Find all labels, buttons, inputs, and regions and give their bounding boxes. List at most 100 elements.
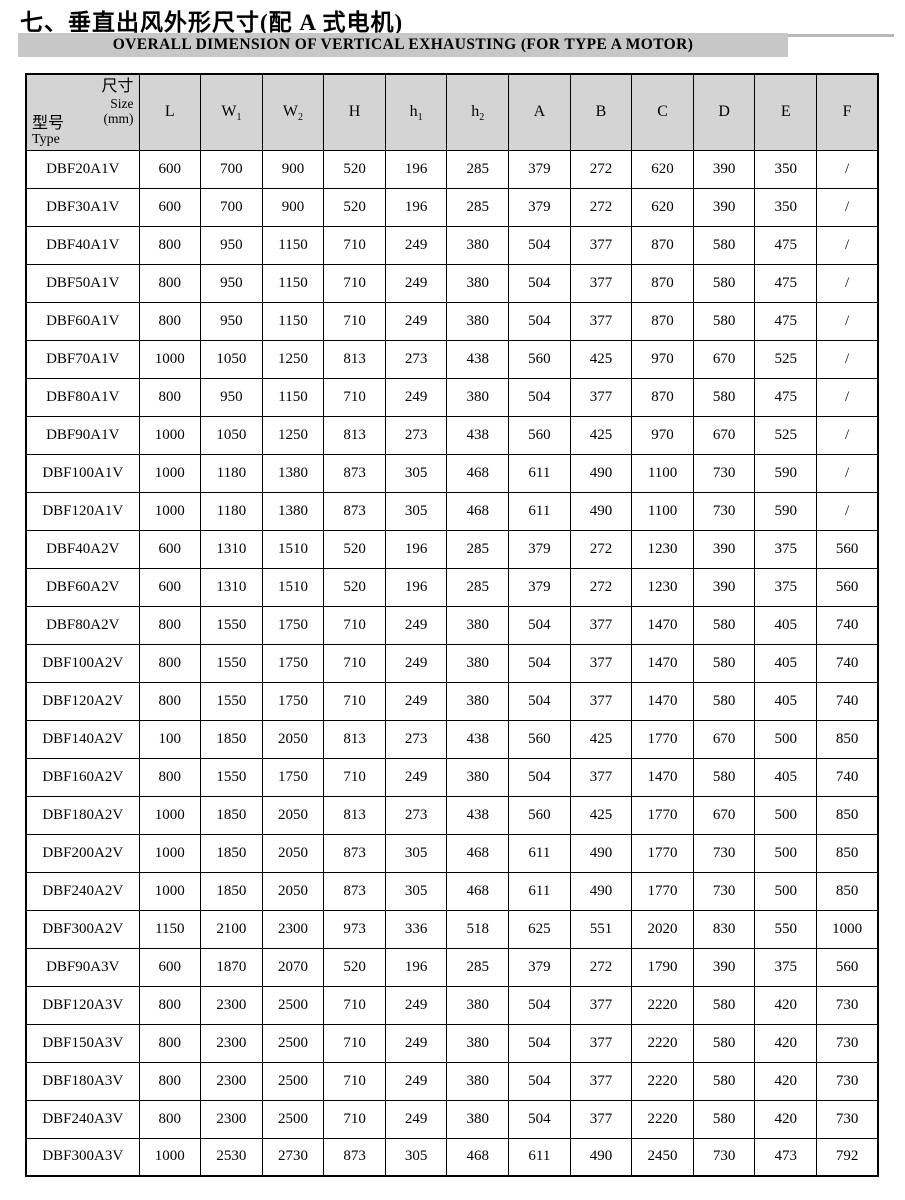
col-header-label: C <box>657 103 668 121</box>
value-cell: 305 <box>384 453 448 493</box>
model-cell: DBF90A1V <box>25 415 140 455</box>
value-cell: 740 <box>816 681 879 721</box>
value-cell: 1050 <box>200 415 263 455</box>
value-cell: 196 <box>384 187 448 227</box>
value-cell: 520 <box>323 149 386 189</box>
value-cell: 2220 <box>631 1099 694 1139</box>
table-row: DBF200A2V 1000 1850 2050 873 305 468 611 490 1770… <box>25 833 879 873</box>
value-cell: 380 <box>446 757 510 797</box>
value-cell: 249 <box>384 605 448 645</box>
model-cell: DBF20A1V <box>25 149 140 189</box>
value-cell: 800 <box>138 377 202 417</box>
value-cell: 710 <box>323 263 386 303</box>
col-header-L: L <box>138 73 202 151</box>
value-cell: 580 <box>692 225 756 265</box>
table-row: DBF180A3V 800 2300 2500 710 249 380 504 377 2220 5… <box>25 1061 879 1101</box>
value-cell: 249 <box>384 301 448 341</box>
value-cell: 550 <box>754 909 818 949</box>
value-cell: 490 <box>569 1137 633 1177</box>
value-cell: 380 <box>446 377 510 417</box>
value-cell: 1770 <box>631 719 694 759</box>
value-cell: 520 <box>323 567 386 607</box>
value-cell: 813 <box>323 339 386 379</box>
table-row: DBF20A1V 600 700 900 520 196 285 379 272 620 390 35… <box>25 149 879 189</box>
subtitle-rule-line <box>788 34 894 37</box>
table-row: DBF80A1V 800 950 1150 710 249 380 504 377 870 580 4… <box>25 377 879 417</box>
value-cell: / <box>816 453 879 493</box>
value-cell: 438 <box>446 795 510 835</box>
value-cell: 870 <box>631 263 694 303</box>
value-cell: 504 <box>508 1099 571 1139</box>
model-cell: DBF120A1V <box>25 491 140 531</box>
value-cell: 249 <box>384 263 448 303</box>
value-cell: 379 <box>508 149 571 189</box>
value-cell: 2300 <box>200 1099 263 1139</box>
value-cell: 475 <box>754 377 818 417</box>
value-cell: 420 <box>754 1099 818 1139</box>
value-cell: 468 <box>446 491 510 531</box>
value-cell: 1850 <box>200 833 263 873</box>
value-cell: 850 <box>816 833 879 873</box>
value-cell: 305 <box>384 1137 448 1177</box>
value-cell: 490 <box>569 871 633 911</box>
col-header-D: D <box>692 73 756 151</box>
value-cell: 377 <box>569 263 633 303</box>
value-cell: 425 <box>569 795 633 835</box>
value-cell: 1150 <box>261 301 325 341</box>
value-cell: 249 <box>384 1061 448 1101</box>
col-header-label: B <box>595 103 607 121</box>
value-cell: 1150 <box>261 263 325 303</box>
value-cell: 504 <box>508 263 571 303</box>
value-cell: 420 <box>754 1023 818 1063</box>
value-cell: 1750 <box>261 681 325 721</box>
value-cell: 272 <box>569 187 633 227</box>
value-cell: 379 <box>508 187 571 227</box>
value-cell: 950 <box>200 377 263 417</box>
value-cell: 611 <box>508 833 571 873</box>
value-cell: 870 <box>631 225 694 265</box>
value-cell: 1250 <box>261 415 325 455</box>
value-cell: 196 <box>384 567 448 607</box>
value-cell: 625 <box>508 909 571 949</box>
value-cell: 850 <box>816 719 879 759</box>
value-cell: 870 <box>631 377 694 417</box>
value-cell: 973 <box>323 909 386 949</box>
value-cell: / <box>816 263 879 303</box>
value-cell: 375 <box>754 567 818 607</box>
value-cell: 580 <box>692 643 756 683</box>
value-cell: 273 <box>384 719 448 759</box>
value-cell: / <box>816 377 879 417</box>
value-cell: 405 <box>754 681 818 721</box>
value-cell: 1310 <box>200 567 263 607</box>
value-cell: 438 <box>446 719 510 759</box>
model-cell: DBF120A2V <box>25 681 140 721</box>
value-cell: 873 <box>323 1137 386 1177</box>
value-cell: 710 <box>323 301 386 341</box>
value-cell: 249 <box>384 1099 448 1139</box>
col-header-subscript: 1 <box>417 112 423 124</box>
value-cell: 1150 <box>261 225 325 265</box>
value-cell: 377 <box>569 605 633 645</box>
value-cell: 792 <box>816 1137 879 1177</box>
value-cell: 490 <box>569 453 633 493</box>
table-row: DBF100A2V 800 1550 1750 710 249 380 504 377 1470 5… <box>25 643 879 683</box>
value-cell: 730 <box>692 491 756 531</box>
value-cell: 405 <box>754 757 818 797</box>
value-cell: 730 <box>816 1023 879 1063</box>
col-header-W1: W1 <box>200 73 263 151</box>
value-cell: 249 <box>384 757 448 797</box>
model-cell: DBF240A2V <box>25 871 140 911</box>
value-cell: 336 <box>384 909 448 949</box>
value-cell: 730 <box>816 1061 879 1101</box>
value-cell: 379 <box>508 567 571 607</box>
col-header-label: D <box>718 103 730 121</box>
value-cell: 800 <box>138 985 202 1025</box>
table-row: DBF120A2V 800 1550 1750 710 249 380 504 377 1470 5… <box>25 681 879 721</box>
value-cell: 710 <box>323 757 386 797</box>
value-cell: 504 <box>508 377 571 417</box>
value-cell: 380 <box>446 1023 510 1063</box>
value-cell: 2050 <box>261 795 325 835</box>
value-cell: 611 <box>508 453 571 493</box>
value-cell: 830 <box>692 909 756 949</box>
value-cell: 420 <box>754 1061 818 1101</box>
